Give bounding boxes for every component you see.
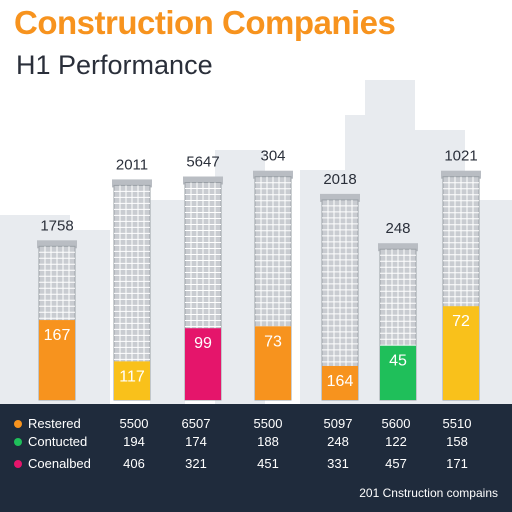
bar-fill-label: 45 [389,353,407,370]
bar-roof [441,170,481,179]
table-cell: 5510 [442,416,472,431]
bar-top-label: 1021 [444,148,477,165]
bar-roof [320,193,360,202]
table-cell: 406 [123,456,145,471]
table-cell: 174 [185,434,207,449]
table-row-label: Contucted [14,434,87,449]
bar-fill-label: 167 [44,327,71,344]
bar-fill [114,361,150,400]
table-cell: 194 [123,434,145,449]
table-cell: 158 [446,434,468,449]
bar-fill-label: 117 [119,368,145,385]
bar-series: 167 1758 117 2011 99 5647 73 304 164 2018 45 248 72 1… [37,148,481,401]
legend-dot-icon [14,459,22,468]
table-row-label: Coenalbed [14,456,91,471]
bar-fill-label: 73 [264,333,282,350]
bar-1: 117 2011 [112,156,152,401]
bar-3: 73 304 [253,148,293,401]
table-cell: 171 [446,456,468,471]
bar-fill [322,365,358,400]
chart-subtitle: H1 Performance [16,50,213,80]
bar-fill-label: 72 [452,313,470,330]
table-cell: 5097 [323,416,353,431]
bar-top-label: 5647 [186,154,219,171]
table-cell: 451 [257,456,279,471]
table-cell: 6507 [181,416,211,431]
data-table-panel [0,404,512,512]
bar-fill-label: 99 [194,335,212,352]
bar-fill [255,326,291,400]
bar-fill-label: 164 [327,373,354,390]
legend-dot-icon [14,437,22,446]
bar-6: 72 1021 [441,148,481,401]
legend-dot-icon [14,419,22,428]
bar-top-label: 1758 [40,217,73,234]
bar-top-label: 2011 [116,156,148,173]
bar-roof [253,170,293,179]
bar-2: 99 5647 [183,154,223,401]
bar-5: 45 248 [378,220,418,401]
bar-fill [380,345,416,400]
skyline-building-2 [150,200,185,404]
table-cell: 188 [257,434,279,449]
bar-fill [185,328,221,400]
bar-top-label: 248 [385,220,410,237]
table-row-label: Restered [14,416,81,431]
bar-4: 164 2018 [320,171,360,401]
bar-top-label: 2018 [323,171,356,188]
bar-roof [112,179,152,188]
legend-label: Contucted [28,434,88,449]
bar-roof [183,176,223,185]
legend-label: Coenalbed [28,456,91,471]
footer-caption: 201 Cnstruction compains [359,486,498,500]
bar-roof [378,243,418,252]
table-cell: 457 [385,456,407,471]
table-cell: 122 [385,434,407,449]
bar-fill [39,320,75,400]
skyline-building-1 [70,230,110,404]
table-cell: 331 [327,456,349,471]
table-cell: 5500 [253,416,283,431]
legend-label: Restered [28,416,81,431]
bar-fill [443,306,479,400]
table-cell: 248 [327,434,349,449]
table-cell: 5600 [381,416,411,431]
table-cell: 321 [185,456,207,471]
chart-title: Construction Companies [14,4,396,41]
bar-0: 167 1758 [37,217,77,401]
table-cell: 5500 [119,416,149,431]
bar-chart: 167 1758 117 2011 99 5647 73 304 164 2018 45 248 72 1… [0,80,512,404]
bar-roof [37,240,77,249]
bar-top-label: 304 [260,148,285,165]
